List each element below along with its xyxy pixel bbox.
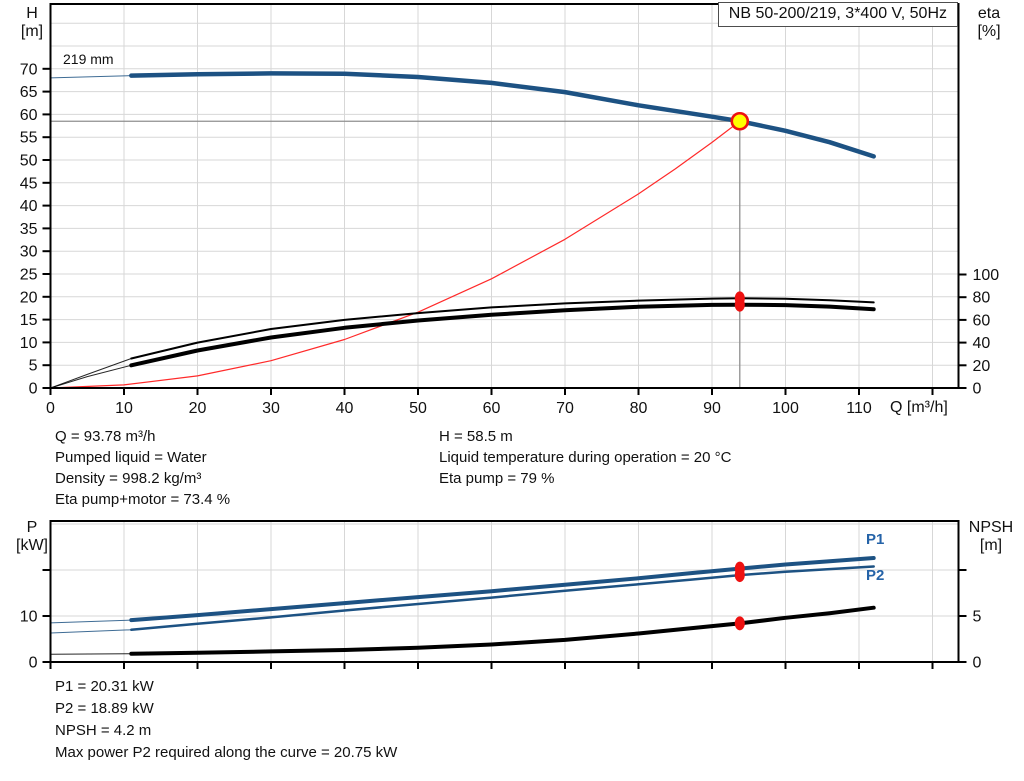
h-axis-name: H: [26, 5, 38, 22]
axis-tick-labels: 0 10 20 30 40 50 60 70 80 90 100 110 0 5 10 15 20 25 30 35 4…: [20, 61, 1000, 417]
svg-text:60: 60: [483, 400, 501, 417]
info-eta-pump-motor: Eta pump+motor = 73.4 %: [55, 491, 231, 508]
plot-frame: [49, 3, 960, 389]
svg-text:0: 0: [46, 400, 55, 417]
system-curve: [49, 120, 741, 389]
svg-text:70: 70: [20, 61, 38, 78]
eta-pump-motor-curve: [50, 302, 876, 389]
svg-text:0: 0: [29, 381, 38, 398]
svg-text:35: 35: [20, 221, 38, 238]
h-axis-unit: [m]: [20, 23, 44, 40]
pump-title: NB 50-200/219, 3*400 V, 50Hz: [717, 2, 958, 27]
info-p2: P2 = 18.89 kW: [55, 700, 154, 717]
npsh-axis-unit: [m]: [979, 537, 1003, 554]
svg-text:60: 60: [20, 107, 38, 124]
eta-pump-motor-point: [734, 297, 745, 312]
info-q: Q = 93.78 m³/h: [55, 428, 156, 445]
svg-text:10: 10: [20, 335, 38, 352]
eta-axis-name: eta: [977, 5, 1001, 22]
svg-text:0: 0: [973, 381, 982, 398]
svg-text:60: 60: [973, 312, 991, 329]
svg-text:45: 45: [20, 175, 38, 192]
p-axis-label: P [kW]: [12, 519, 52, 555]
svg-text:40: 40: [973, 335, 991, 352]
p2-curve: [50, 565, 875, 634]
info-eta-pump: Eta pump = 79 %: [439, 470, 555, 487]
eta-axis-unit: [%]: [977, 23, 1001, 40]
npsh-axis-name: NPSH: [968, 519, 1014, 536]
svg-text:70: 70: [556, 400, 574, 417]
plot-frame: [49, 520, 960, 663]
duty-info-left: Q = 93.78 m³/h Pumped liquid = Water Den…: [55, 426, 230, 510]
svg-text:100: 100: [973, 267, 1000, 284]
svg-text:65: 65: [20, 84, 38, 101]
duty-point: [730, 111, 750, 131]
svg-text:50: 50: [20, 153, 38, 170]
svg-text:25: 25: [20, 267, 38, 284]
info-npsh: NPSH = 4.2 m: [55, 722, 152, 739]
info-density: Density = 998.2 kg/m³: [55, 470, 202, 487]
svg-text:0: 0: [973, 655, 982, 672]
info-h: H = 58.5 m: [439, 428, 513, 445]
svg-text:0: 0: [29, 655, 38, 672]
impeller-diameter-label: 219 mm: [63, 51, 114, 67]
svg-text:40: 40: [20, 198, 38, 215]
svg-text:5: 5: [973, 609, 982, 626]
svg-text:10: 10: [20, 609, 38, 626]
svg-text:20: 20: [189, 400, 207, 417]
svg-text:110: 110: [846, 400, 872, 417]
p-axis-name: P: [26, 519, 38, 536]
svg-text:15: 15: [20, 312, 38, 329]
p1-curve: [50, 556, 876, 624]
svg-text:10: 10: [115, 400, 133, 417]
npsh-axis-label: NPSH [m]: [962, 519, 1020, 555]
eta-axis-label: eta [%]: [966, 5, 1012, 41]
info-p1: P1 = 20.31 kW: [55, 678, 154, 695]
duty-info-right: H = 58.5 m Liquid temperature during ope…: [439, 426, 731, 489]
npsh-point: [734, 616, 745, 631]
h-axis-label: H [m]: [12, 5, 52, 41]
svg-text:80: 80: [973, 290, 991, 307]
svg-text:100: 100: [772, 400, 799, 417]
axis-ticks: [42, 569, 967, 669]
svg-text:40: 40: [336, 400, 354, 417]
eta-pump-curve: [50, 297, 875, 389]
svg-text:5: 5: [29, 358, 38, 375]
power-npsh-chart: 0 10 0 5: [20, 520, 982, 672]
svg-text:80: 80: [630, 400, 648, 417]
info-liquid: Pumped liquid = Water: [55, 449, 207, 466]
duty-point-crosshair: [50, 120, 741, 388]
power-info: P1 = 20.31 kW P2 = 18.89 kW NPSH = 4.2 m…: [55, 676, 397, 764]
svg-text:30: 30: [20, 244, 38, 261]
axis-tick-labels: 0 10 0 5: [20, 609, 982, 672]
info-max-p2: Max power P2 required along the curve = …: [55, 744, 398, 761]
p2-point: [734, 568, 745, 583]
p2-curve-label: P2: [866, 567, 885, 584]
axis-ticks: [42, 67, 967, 395]
npsh-curve: [50, 605, 876, 656]
info-temperature: Liquid temperature during operation = 20…: [439, 449, 732, 466]
p-axis-unit: [kW]: [16, 537, 48, 554]
svg-text:30: 30: [262, 400, 280, 417]
gridlines: [50, 4, 959, 388]
q-axis-label: Q [m³/h]: [890, 399, 948, 416]
head-curve-219mm: [50, 71, 876, 159]
svg-text:55: 55: [20, 130, 38, 147]
svg-text:20: 20: [20, 289, 38, 306]
svg-text:50: 50: [409, 400, 427, 417]
p1-curve-label: P1: [866, 531, 885, 548]
svg-text:20: 20: [973, 358, 991, 375]
qh-eta-chart: 0 10 20 30 40 50 60 70 80 90 100 110 0 5 10 15 20 25 30 35 4…: [20, 3, 1000, 417]
svg-text:90: 90: [703, 400, 721, 417]
